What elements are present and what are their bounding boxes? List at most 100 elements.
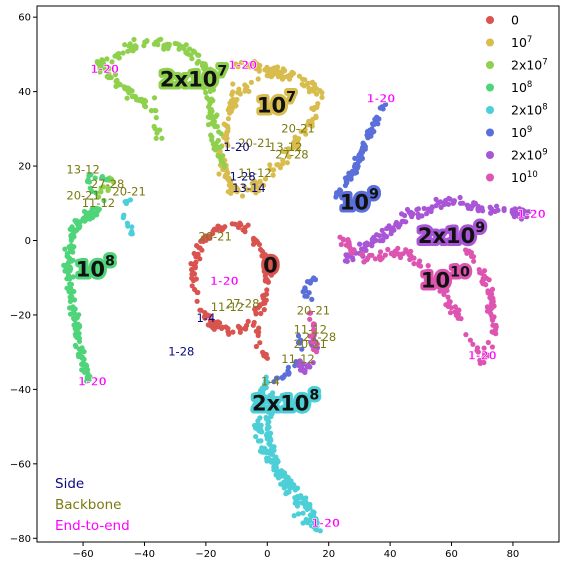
point-0 bbox=[253, 310, 259, 316]
point-2x10^7 bbox=[151, 95, 158, 101]
point-0 bbox=[261, 307, 267, 313]
point-10^8 bbox=[70, 274, 76, 280]
point-10^10 bbox=[447, 299, 453, 305]
annotation-endtoend: 1-20 bbox=[228, 58, 257, 72]
point-0 bbox=[237, 329, 243, 335]
point-2x10^9 bbox=[524, 214, 530, 220]
annotation-backbone: 13-12 bbox=[66, 162, 99, 176]
cluster-label-halo: 109 bbox=[340, 186, 379, 214]
point-10^8 bbox=[92, 175, 98, 181]
point-10^8 bbox=[71, 288, 77, 295]
point-2x10^8 bbox=[281, 485, 287, 491]
point-10^10 bbox=[447, 310, 454, 316]
annotation-backbone: 20-21 bbox=[297, 304, 330, 318]
point-2x10^9 bbox=[314, 345, 321, 351]
point-0 bbox=[188, 261, 194, 267]
point-2x10^7 bbox=[195, 69, 201, 75]
point-0 bbox=[260, 350, 266, 356]
legend-marker bbox=[486, 128, 494, 137]
point-2x10^8 bbox=[121, 212, 127, 218]
cluster-label: 109 bbox=[340, 186, 379, 214]
point-0 bbox=[232, 221, 238, 227]
point-10^10 bbox=[477, 357, 483, 363]
legend-label: 107 bbox=[511, 35, 532, 50]
point-10^7 bbox=[223, 136, 229, 142]
point-10^7 bbox=[239, 193, 246, 199]
point-2x10^8 bbox=[260, 446, 266, 452]
point-10^7 bbox=[275, 162, 281, 168]
point-2x10^9 bbox=[371, 234, 377, 240]
point-10^7 bbox=[319, 94, 325, 100]
point-10^7 bbox=[257, 62, 263, 69]
point-10^8 bbox=[70, 310, 77, 316]
point-10^7 bbox=[241, 183, 247, 189]
point-2x10^7 bbox=[112, 71, 119, 78]
cluster-label-halo: 2x108 bbox=[252, 387, 319, 415]
point-2x10^9 bbox=[410, 211, 416, 217]
point-10^10 bbox=[479, 279, 485, 285]
point-10^8 bbox=[73, 344, 79, 350]
annotation-backbone: 11-12 bbox=[281, 352, 314, 366]
point-2x10^7 bbox=[98, 188, 104, 195]
annotation-endtoend: 1-20 bbox=[90, 62, 119, 76]
legend-marker bbox=[486, 16, 494, 24]
point-10^9 bbox=[293, 359, 299, 365]
point-2x10^8 bbox=[305, 505, 312, 511]
point-2x10^7 bbox=[114, 51, 120, 58]
point-10^8 bbox=[95, 208, 101, 214]
point-2x10^7 bbox=[111, 179, 117, 185]
cluster-label: 0 bbox=[263, 254, 278, 278]
point-2x10^8 bbox=[295, 511, 302, 517]
point-10^7 bbox=[235, 89, 241, 96]
point-2x10^7 bbox=[159, 135, 165, 141]
point-10^10 bbox=[484, 304, 491, 310]
point-0 bbox=[219, 324, 225, 330]
point-2x10^7 bbox=[133, 43, 139, 50]
point-2x10^7 bbox=[214, 112, 220, 118]
point-0 bbox=[207, 318, 214, 324]
point-2x10^8 bbox=[278, 468, 284, 474]
point-10^10 bbox=[433, 283, 439, 289]
point-0 bbox=[253, 328, 259, 334]
point-10^7 bbox=[255, 76, 261, 82]
point-0 bbox=[260, 300, 266, 306]
point-2x10^9 bbox=[472, 200, 478, 206]
point-0 bbox=[193, 254, 199, 260]
point-2x10^9 bbox=[345, 252, 351, 258]
point-0 bbox=[268, 272, 274, 278]
y-tick-label: 20 bbox=[18, 162, 31, 173]
point-0 bbox=[230, 329, 236, 335]
point-10^7 bbox=[244, 187, 251, 193]
point-10^8 bbox=[86, 210, 92, 216]
point-2x10^9 bbox=[501, 206, 507, 212]
point-10^9 bbox=[302, 285, 308, 291]
point-10^10 bbox=[307, 333, 313, 339]
point-10^7 bbox=[225, 116, 231, 122]
x-tick-label: −20 bbox=[195, 549, 216, 560]
point-2x10^8 bbox=[255, 425, 261, 431]
point-0 bbox=[255, 305, 261, 311]
point-10^7 bbox=[284, 160, 290, 166]
legend: 0 107 2x107 108 2x108 109 2x109 1010 bbox=[486, 13, 548, 185]
point-10^9 bbox=[281, 374, 287, 380]
point-10^10 bbox=[311, 321, 317, 327]
point-10^9 bbox=[271, 379, 277, 385]
point-2x10^9 bbox=[465, 202, 471, 209]
point-2x10^8 bbox=[313, 516, 319, 522]
point-10^9 bbox=[362, 146, 368, 152]
point-2x10^7 bbox=[203, 90, 209, 96]
point-10^8 bbox=[76, 312, 82, 318]
point-2x10^9 bbox=[521, 208, 527, 214]
legend-marker bbox=[486, 61, 494, 69]
point-10^9 bbox=[295, 333, 302, 339]
cluster-labels: 001071072x1072x1071081082x1082x108109109… bbox=[73, 61, 489, 419]
point-0 bbox=[192, 265, 198, 271]
point-2x10^9 bbox=[384, 225, 390, 232]
point-10^7 bbox=[298, 128, 304, 135]
point-2x10^7 bbox=[115, 82, 121, 88]
point-2x10^7 bbox=[151, 123, 157, 130]
point-2x10^8 bbox=[312, 526, 318, 532]
point-2x10^7 bbox=[215, 137, 221, 144]
point-2x10^7 bbox=[210, 116, 216, 122]
point-2x10^9 bbox=[307, 364, 313, 370]
